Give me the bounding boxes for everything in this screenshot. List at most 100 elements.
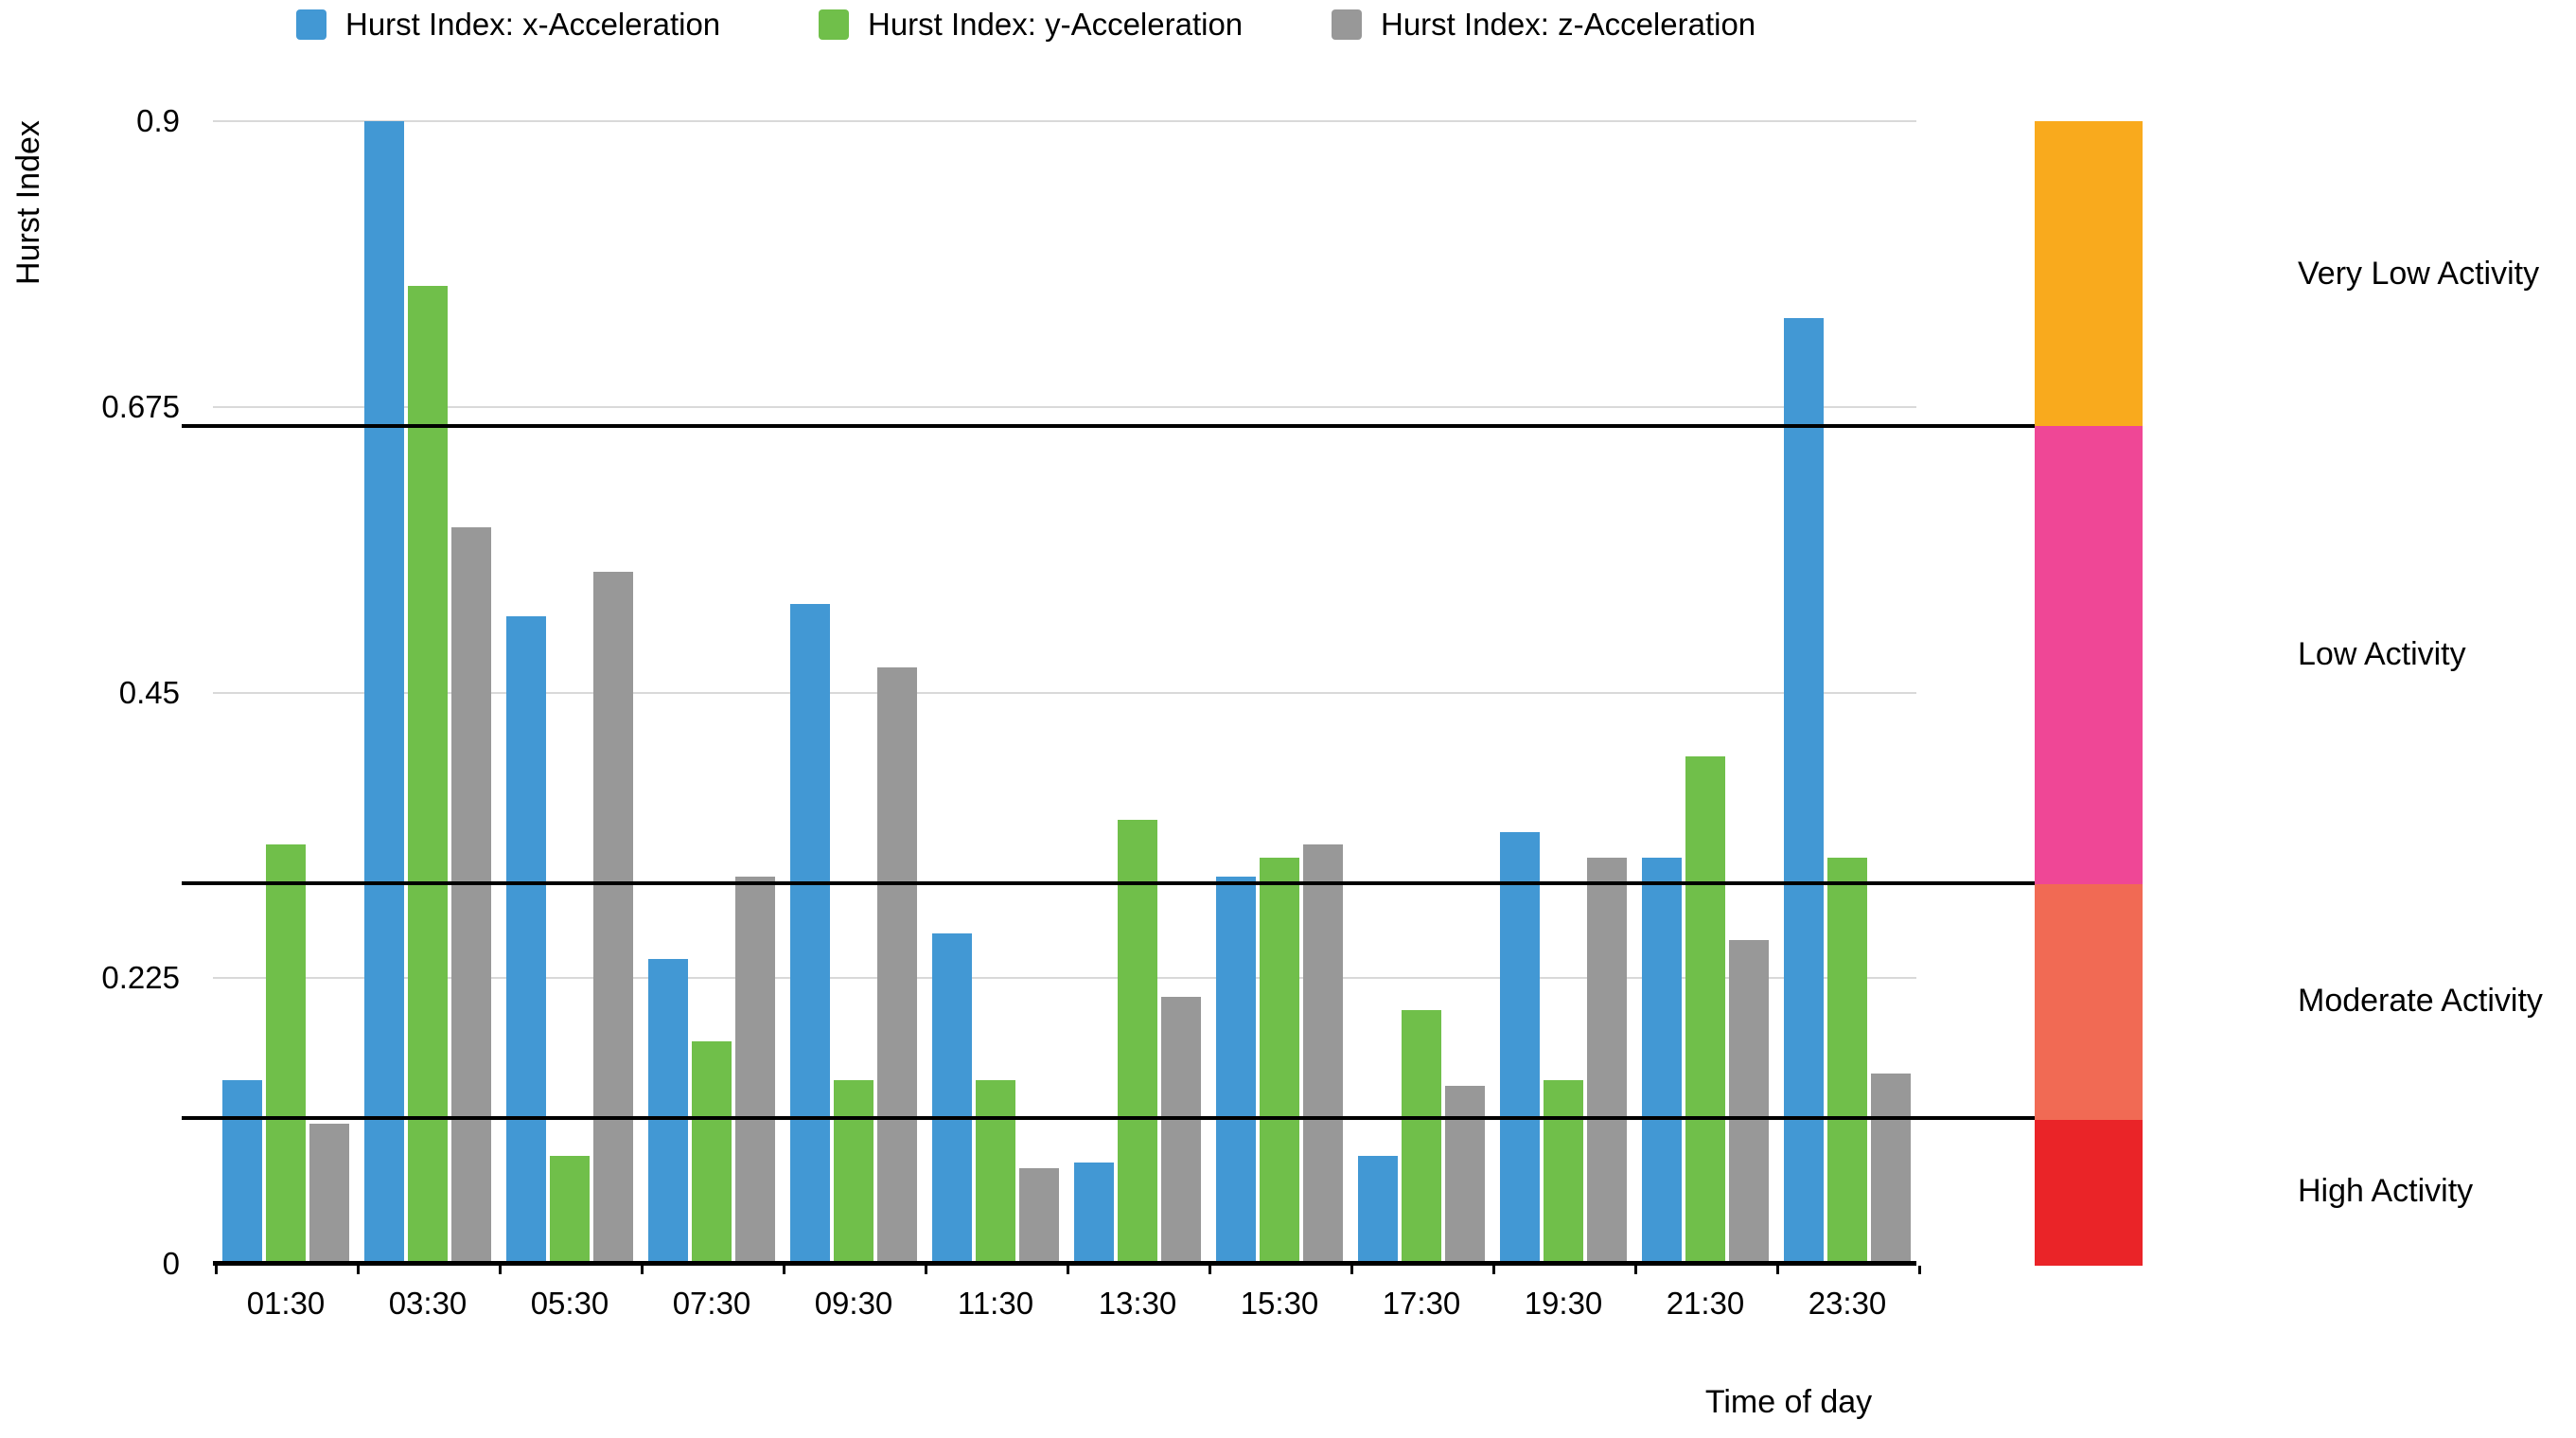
- bar-y-acceleration-01:30: [266, 844, 306, 1264]
- bar-z-acceleration-17:30: [1445, 1086, 1485, 1264]
- bar-y-acceleration-23:30: [1827, 857, 1867, 1264]
- plot-area: [213, 120, 1921, 1274]
- x-axis-tick-mark: [1350, 1266, 1353, 1274]
- gridline: [213, 120, 1916, 122]
- x-axis-tick-mark: [1208, 1266, 1211, 1274]
- bar-group-11:30: [932, 121, 1059, 1264]
- colorbar-segment-high-activity: [2035, 1119, 2143, 1266]
- bar-z-acceleration-23:30: [1871, 1073, 1911, 1264]
- bar-y-acceleration-09:30: [834, 1079, 873, 1264]
- activity-label-very-low-activity: Very Low Activity: [2298, 255, 2540, 292]
- bar-group-17:30: [1358, 121, 1485, 1264]
- y-tick-label: 0.675: [101, 388, 180, 424]
- bar-y-acceleration-05:30: [550, 1156, 590, 1264]
- x-axis-tick-mark: [356, 1266, 360, 1274]
- bar-y-acceleration-07:30: [692, 1041, 732, 1264]
- bar-z-acceleration-11:30: [1019, 1168, 1059, 1264]
- bar-x-acceleration-19:30: [1500, 832, 1540, 1264]
- y-tick-label: 0.225: [101, 960, 180, 996]
- bar-x-acceleration-03:30: [364, 121, 404, 1264]
- bar-z-acceleration-15:30: [1303, 844, 1343, 1264]
- x-tick-label: 03:30: [388, 1286, 468, 1321]
- bar-z-acceleration-19:30: [1587, 857, 1627, 1264]
- legend-item-y-acceleration: Hurst Index: y-Acceleration: [819, 6, 1243, 44]
- bar-z-acceleration-07:30: [735, 876, 775, 1264]
- bar-y-acceleration-03:30: [408, 286, 448, 1264]
- x-tick-label: 15:30: [1240, 1286, 1319, 1321]
- y-tick-label: 0.45: [118, 674, 180, 710]
- bar-x-acceleration-01:30: [222, 1079, 262, 1264]
- bar-x-acceleration-05:30: [506, 616, 546, 1264]
- bar-x-acceleration-17:30: [1358, 1156, 1398, 1264]
- x-tick-label: 19:30: [1524, 1286, 1603, 1321]
- legend-label: Hurst Index: x-Acceleration: [345, 7, 721, 42]
- x-axis-title: Time of day: [1704, 1384, 1873, 1420]
- bar-y-acceleration-11:30: [976, 1079, 1015, 1264]
- x-axis-line: [213, 1261, 1916, 1266]
- bar-y-acceleration-17:30: [1402, 1009, 1441, 1264]
- bar-z-acceleration-09:30: [877, 666, 917, 1264]
- activity-label-high-activity: High Activity: [2298, 1172, 2474, 1209]
- gridline: [213, 405, 1916, 408]
- bar-x-acceleration-15:30: [1216, 876, 1256, 1264]
- x-axis-tick-mark: [782, 1266, 785, 1274]
- colorbar-segment-low-activity: [2035, 426, 2143, 884]
- bar-x-acceleration-13:30: [1074, 1162, 1114, 1264]
- x-axis-tick-mark: [1491, 1266, 1495, 1274]
- colorbar-segment-very-low-activity: [2035, 121, 2143, 427]
- bar-z-acceleration-03:30: [451, 527, 491, 1264]
- x-tick-label: 09:30: [814, 1286, 893, 1321]
- gridline: [213, 977, 1916, 980]
- bar-x-acceleration-09:30: [790, 603, 830, 1264]
- bar-group-09:30: [790, 121, 917, 1264]
- bar-x-acceleration-21:30: [1642, 857, 1682, 1264]
- bar-y-acceleration-21:30: [1685, 755, 1725, 1264]
- bar-z-acceleration-01:30: [309, 1124, 349, 1264]
- x-axis-tick-mark: [1917, 1266, 1921, 1274]
- bar-z-acceleration-13:30: [1161, 997, 1201, 1264]
- legend-swatch-icon: [296, 9, 326, 40]
- activity-threshold-line: [182, 423, 2035, 428]
- legend-item-z-acceleration: Hurst Index: z-Acceleration: [1332, 6, 1756, 44]
- bar-group-05:30: [506, 121, 633, 1264]
- activity-colorbar: [2035, 121, 2143, 1266]
- x-axis-tick-mark: [924, 1266, 927, 1274]
- x-tick-label: 05:30: [530, 1286, 609, 1321]
- y-tick-label: 0: [162, 1246, 180, 1281]
- legend-label: Hurst Index: z-Acceleration: [1381, 7, 1756, 42]
- bar-y-acceleration-13:30: [1118, 819, 1157, 1264]
- gridline: [213, 691, 1916, 694]
- x-tick-label: 23:30: [1808, 1286, 1887, 1321]
- x-tick-label: 01:30: [246, 1286, 326, 1321]
- bar-group-23:30: [1784, 121, 1911, 1264]
- bar-group-07:30: [648, 121, 775, 1264]
- x-axis-tick-mark: [498, 1266, 502, 1274]
- bar-x-acceleration-07:30: [648, 959, 688, 1264]
- x-axis-tick-mark: [1633, 1266, 1637, 1274]
- activity-label-low-activity: Low Activity: [2298, 636, 2466, 673]
- bar-y-acceleration-19:30: [1544, 1079, 1583, 1264]
- x-axis-tick-mark: [1775, 1266, 1779, 1274]
- x-tick-label: 21:30: [1666, 1286, 1745, 1321]
- bar-group-15:30: [1216, 121, 1343, 1264]
- legend-item-x-acceleration: Hurst Index: x-Acceleration: [296, 6, 720, 44]
- x-axis-tick-mark: [214, 1266, 218, 1274]
- bar-group-01:30: [222, 121, 349, 1264]
- y-tick-label: 0.9: [136, 103, 180, 138]
- x-tick-label: 13:30: [1098, 1286, 1177, 1321]
- legend-label: Hurst Index: y-Acceleration: [868, 7, 1244, 42]
- x-axis-tick-mark: [1066, 1266, 1069, 1274]
- bar-z-acceleration-21:30: [1729, 940, 1769, 1264]
- colorbar-segment-moderate-activity: [2035, 883, 2143, 1120]
- activity-threshold-line: [182, 1115, 2035, 1120]
- bar-group-03:30: [364, 121, 491, 1264]
- bar-z-acceleration-05:30: [593, 572, 633, 1264]
- bar-group-19:30: [1500, 121, 1627, 1264]
- bar-group-13:30: [1074, 121, 1201, 1264]
- x-axis-tick-mark: [640, 1266, 644, 1274]
- bar-y-acceleration-15:30: [1260, 857, 1299, 1264]
- bar-group-21:30: [1642, 121, 1769, 1264]
- legend-swatch-icon: [819, 9, 849, 40]
- x-tick-label: 17:30: [1382, 1286, 1461, 1321]
